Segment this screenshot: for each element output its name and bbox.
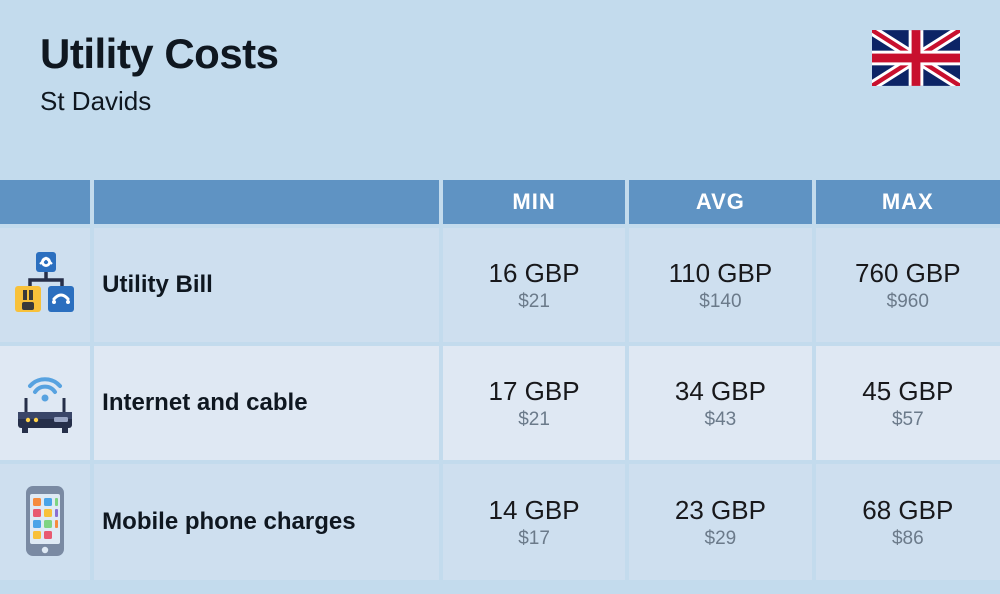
table-header-row: MIN AVG MAX <box>0 180 1000 226</box>
cell-avg: 34 GBP $43 <box>627 344 813 462</box>
th-avg: AVG <box>627 180 813 226</box>
value-primary: 14 GBP <box>443 495 625 526</box>
cell-avg: 110 GBP $140 <box>627 226 813 344</box>
cell-max: 68 GBP $86 <box>814 462 1000 580</box>
row-label-cell: Mobile phone charges <box>92 462 441 580</box>
value-secondary: $43 <box>629 409 811 431</box>
router-icon <box>0 346 90 460</box>
value-primary: 23 GBP <box>629 495 811 526</box>
th-min: MIN <box>441 180 627 226</box>
th-blank-label <box>92 180 441 226</box>
value-primary: 68 GBP <box>816 495 1000 526</box>
value-secondary: $21 <box>443 409 625 431</box>
value-secondary: $17 <box>443 528 625 550</box>
cell-min: 16 GBP $21 <box>441 226 627 344</box>
table-row: Utility Bill 16 GBP $21 110 GBP $140 760… <box>0 226 1000 344</box>
cell-max: 45 GBP $57 <box>814 344 1000 462</box>
table-row: Internet and cable 17 GBP $21 34 GBP $43… <box>0 344 1000 462</box>
utility-bill-icon <box>0 228 90 342</box>
page-title: Utility Costs <box>40 30 960 78</box>
value-primary: 16 GBP <box>443 258 625 289</box>
value-secondary: $86 <box>816 528 1000 550</box>
value-secondary: $57 <box>816 409 1000 431</box>
th-blank-icon <box>0 180 92 226</box>
uk-flag-icon <box>872 30 960 86</box>
row-label: Internet and cable <box>102 389 307 416</box>
table-row: Mobile phone charges 14 GBP $17 23 GBP $… <box>0 462 1000 580</box>
phone-icon <box>0 464 90 580</box>
cell-min: 14 GBP $17 <box>441 462 627 580</box>
cost-table: MIN AVG MAX <box>0 180 1000 580</box>
value-secondary: $140 <box>629 291 811 313</box>
value-secondary: $960 <box>816 291 1000 313</box>
row-label: Utility Bill <box>102 271 213 298</box>
value-primary: 45 GBP <box>816 376 1000 407</box>
row-icon-cell <box>0 226 92 344</box>
row-label-cell: Internet and cable <box>92 344 441 462</box>
value-primary: 760 GBP <box>816 258 1000 289</box>
row-label: Mobile phone charges <box>102 508 355 535</box>
value-secondary: $29 <box>629 528 811 550</box>
cell-max: 760 GBP $960 <box>814 226 1000 344</box>
cell-min: 17 GBP $21 <box>441 344 627 462</box>
value-primary: 17 GBP <box>443 376 625 407</box>
value-primary: 110 GBP <box>629 258 811 289</box>
page-subtitle: St Davids <box>40 86 960 117</box>
row-label-cell: Utility Bill <box>92 226 441 344</box>
th-max: MAX <box>814 180 1000 226</box>
row-icon-cell <box>0 344 92 462</box>
cell-avg: 23 GBP $29 <box>627 462 813 580</box>
row-icon-cell <box>0 462 92 580</box>
header: Utility Costs St Davids <box>0 0 1000 180</box>
value-primary: 34 GBP <box>629 376 811 407</box>
value-secondary: $21 <box>443 291 625 313</box>
